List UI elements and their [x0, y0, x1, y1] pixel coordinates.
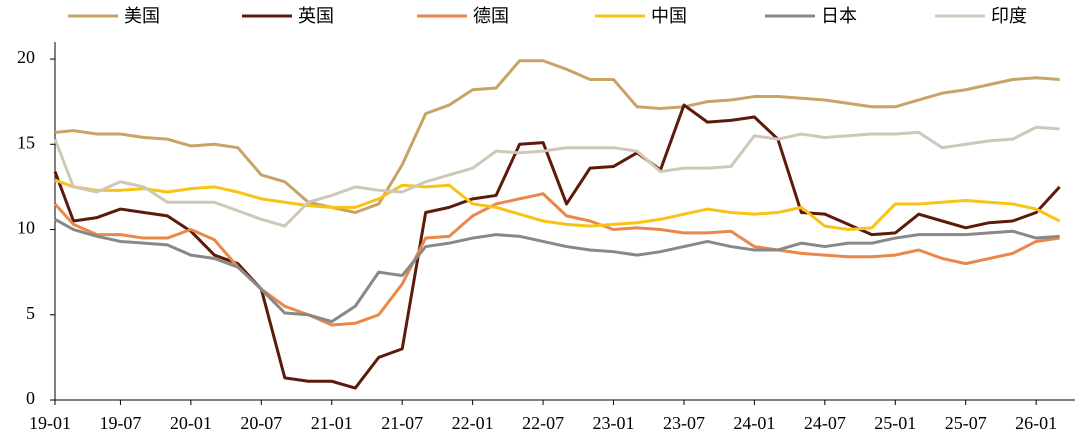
y-tick-label: 0 — [26, 388, 35, 408]
series-line — [53, 103, 1061, 390]
x-tick-label: 24-01 — [733, 413, 775, 433]
x-tick-label: 19-01 — [29, 413, 71, 433]
series-line — [54, 217, 1060, 324]
legend-label: 英国 — [298, 6, 334, 27]
series-line — [53, 192, 1060, 327]
y-tick-label: 10 — [17, 218, 35, 238]
x-tick-label: 23-07 — [663, 413, 705, 433]
x-tick-label: 23-01 — [593, 413, 635, 433]
legend-label: 日本 — [821, 6, 857, 27]
x-tick-label: 21-07 — [381, 413, 423, 433]
legend-label: 中国 — [651, 6, 687, 27]
series-line — [53, 125, 1060, 228]
y-tick-label: 5 — [26, 303, 35, 323]
legend-label: 德国 — [473, 6, 509, 27]
series-line — [54, 59, 1060, 214]
y-tick-label: 15 — [17, 132, 35, 152]
x-tick-label: 24-07 — [804, 413, 846, 433]
x-tick-label: 25-07 — [945, 413, 987, 433]
x-tick-label: 22-01 — [452, 413, 494, 433]
series-line — [54, 178, 1061, 232]
x-tick-label: 19-07 — [99, 413, 141, 433]
x-tick-label: 22-07 — [522, 413, 564, 433]
x-tick-label: 20-01 — [170, 413, 212, 433]
x-tick-label: 26-01 — [1015, 413, 1057, 433]
x-tick-label: 21-01 — [311, 413, 353, 433]
x-tick-label: 25-01 — [874, 413, 916, 433]
legend-label: 美国 — [124, 6, 160, 27]
x-tick-label: 20-07 — [240, 413, 282, 433]
legend-label: 印度 — [991, 6, 1027, 27]
y-tick-label: 20 — [17, 47, 35, 67]
